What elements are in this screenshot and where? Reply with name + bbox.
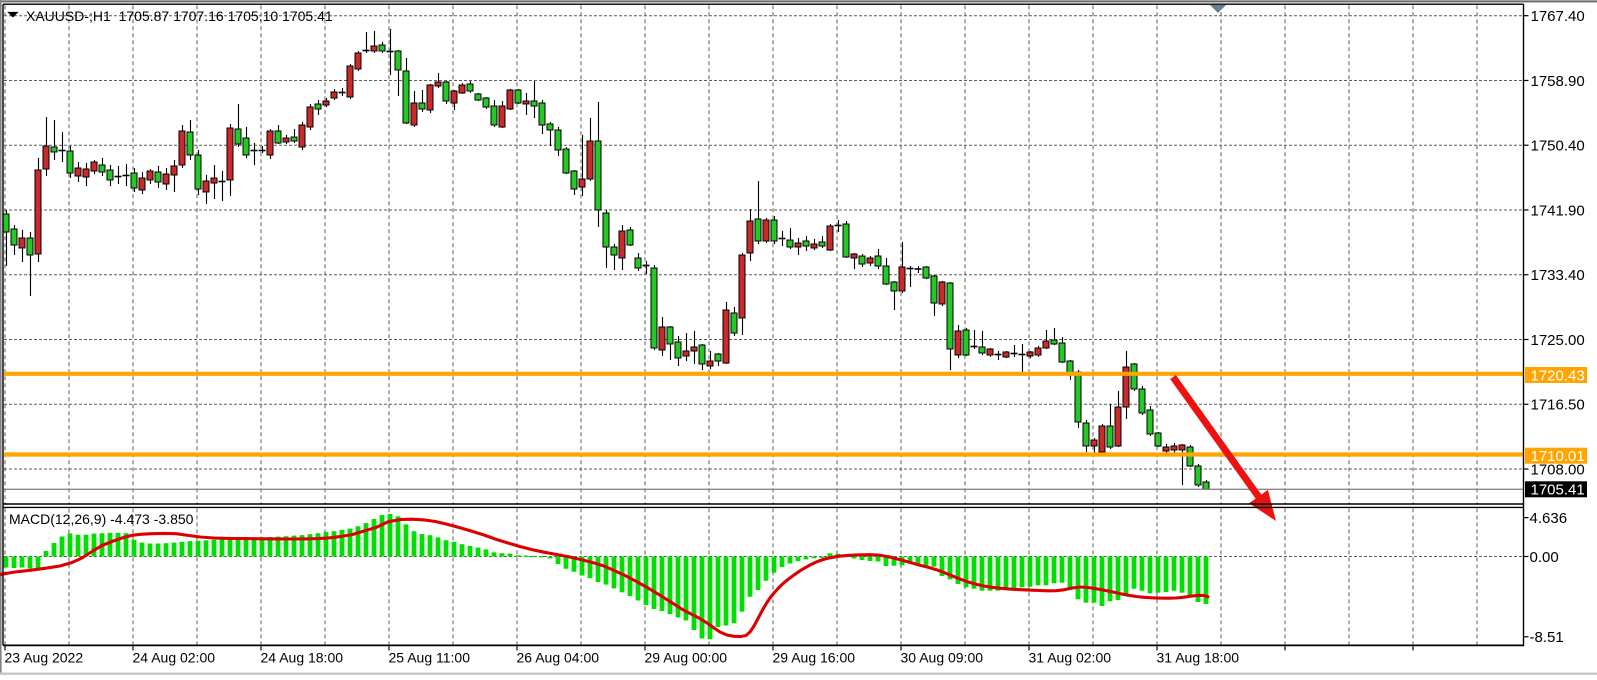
svg-text:30 Aug 09:00: 30 Aug 09:00: [901, 650, 984, 666]
svg-text:1710.01: 1710.01: [1531, 448, 1585, 465]
svg-text:1716.50: 1716.50: [1531, 397, 1585, 414]
svg-text:1750.40: 1750.40: [1531, 138, 1585, 155]
svg-text:31 Aug 02:00: 31 Aug 02:00: [1029, 650, 1112, 666]
svg-text:4.636: 4.636: [1530, 510, 1568, 527]
svg-text:1733.40: 1733.40: [1531, 267, 1585, 284]
svg-text:24 Aug 02:00: 24 Aug 02:00: [133, 650, 216, 666]
svg-text:31 Aug 18:00: 31 Aug 18:00: [1157, 650, 1240, 666]
svg-text:1705.41: 1705.41: [1531, 482, 1585, 499]
svg-text:29 Aug 16:00: 29 Aug 16:00: [773, 650, 856, 666]
svg-text:24 Aug 18:00: 24 Aug 18:00: [261, 650, 344, 666]
svg-text:1708.00: 1708.00: [1531, 461, 1585, 478]
svg-text:1720.43: 1720.43: [1531, 367, 1585, 384]
svg-text:1758.90: 1758.90: [1531, 73, 1585, 90]
svg-text:1725.00: 1725.00: [1531, 332, 1585, 349]
svg-text:26 Aug 04:00: 26 Aug 04:00: [517, 650, 600, 666]
svg-text:1741.90: 1741.90: [1531, 202, 1585, 219]
svg-text:29 Aug 00:00: 29 Aug 00:00: [645, 650, 728, 666]
svg-text:23 Aug 2022: 23 Aug 2022: [5, 650, 84, 666]
svg-text:XAUUSD-;H1 1705.87 1707.16 17: XAUUSD-;H1 1705.87 1707.16 1705.10 1705.…: [26, 8, 333, 24]
svg-text:MACD(12,26,9) -4.473 -3.850: MACD(12,26,9) -4.473 -3.850: [9, 511, 194, 527]
svg-text:-8.51: -8.51: [1530, 629, 1564, 646]
svg-text:25 Aug 11:00: 25 Aug 11:00: [389, 650, 471, 666]
svg-text:1767.40: 1767.40: [1531, 8, 1585, 25]
svg-text:0.00: 0.00: [1530, 549, 1559, 566]
